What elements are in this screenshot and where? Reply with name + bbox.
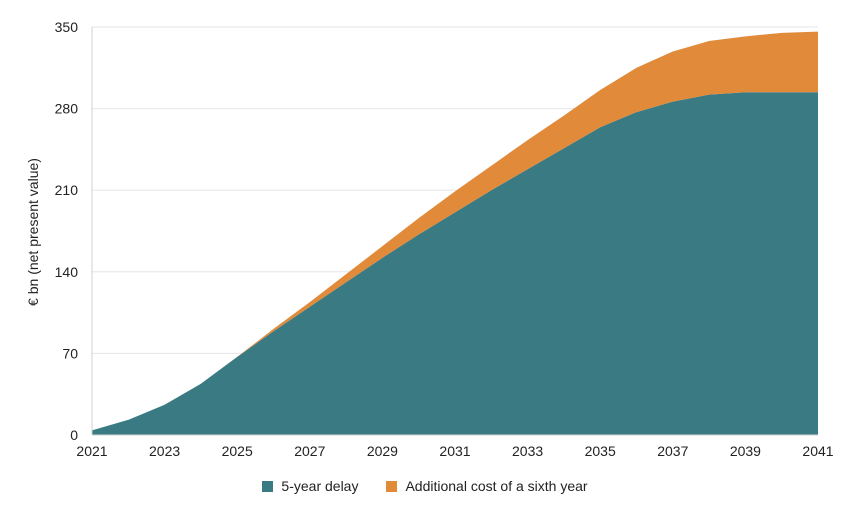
y-tick-label-280: 280 xyxy=(55,101,79,117)
y-tick-label-0: 0 xyxy=(70,427,78,443)
x-tick-label-2041: 2041 xyxy=(802,443,833,459)
area-5-year-delay xyxy=(92,92,818,435)
x-tick-label-2029: 2029 xyxy=(367,443,398,459)
area-series xyxy=(92,31,818,435)
legend-item-5-year-delay: 5-year delay xyxy=(262,478,358,494)
legend-label-5-year-delay: 5-year delay xyxy=(281,478,359,494)
y-tick-label-210: 210 xyxy=(55,182,79,198)
x-tick-label-2033: 2033 xyxy=(512,443,543,459)
y-tick-label-140: 140 xyxy=(55,264,79,280)
legend-label-sixth-year: Additional cost of a sixth year xyxy=(405,478,588,494)
x-tick-labels: 2021 2023 2025 2027 2029 2031 2033 2035 2037 2039… xyxy=(76,443,833,459)
legend-swatch-5-year-delay xyxy=(262,480,274,492)
x-tick-label-2021: 2021 xyxy=(76,443,107,459)
legend-swatch-sixth-year xyxy=(386,480,398,492)
x-tick-label-2025: 2025 xyxy=(222,443,253,459)
x-tick-label-2023: 2023 xyxy=(149,443,180,459)
y-tick-label-70: 70 xyxy=(62,345,78,361)
x-tick-label-2031: 2031 xyxy=(439,443,470,459)
legend: 5-year delay Additional cost of a sixth … xyxy=(0,478,850,494)
axes xyxy=(91,27,818,436)
y-tick-labels: 0 70 140 210 280 350 xyxy=(55,19,79,443)
legend-item-sixth-year: Additional cost of a sixth year xyxy=(386,478,588,494)
x-tick-label-2037: 2037 xyxy=(657,443,688,459)
x-tick-label-2035: 2035 xyxy=(585,443,616,459)
area-sixth-year xyxy=(92,31,818,431)
x-tick-label-2027: 2027 xyxy=(294,443,325,459)
y-tick-label-350: 350 xyxy=(55,19,79,35)
y-axis-title: € bn (net present value) xyxy=(25,158,41,306)
x-tick-label-2039: 2039 xyxy=(730,443,761,459)
